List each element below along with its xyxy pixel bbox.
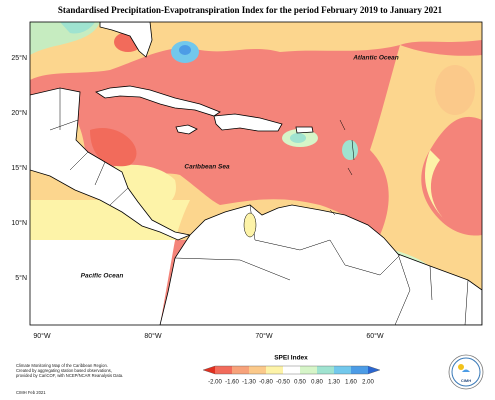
map-path	[203, 366, 215, 374]
lat-tick-label: 15°N	[11, 164, 27, 172]
map-ellipse	[290, 133, 306, 143]
map-area	[30, 22, 482, 325]
atlantic-label: Atlantic Ocean	[352, 55, 399, 62]
lon-tick-label: 70°W	[255, 332, 273, 340]
credit-line: provided by CariCOF, with NCEP/NCAR Rean…	[16, 373, 123, 378]
map-path	[99, 22, 153, 58]
lon-tick-label: 80°W	[144, 332, 162, 340]
pacific-label: Pacific Ocean	[81, 273, 124, 280]
map-path	[175, 124, 198, 135]
map-path	[425, 150, 445, 220]
legend-tick-label: -2.00	[208, 380, 222, 386]
map-circle	[451, 357, 481, 387]
map-rect	[317, 366, 334, 374]
credit-line: Created by aggregating station based obs…	[16, 368, 112, 373]
lat-tick-label: 25°N	[11, 54, 27, 62]
legend-title: SPEI Index	[274, 355, 308, 362]
lon-tick-label: 90°W	[33, 332, 51, 340]
map-path	[174, 204, 469, 325]
map-path	[213, 113, 283, 132]
map-path	[90, 128, 137, 167]
map-rect	[266, 366, 283, 374]
legend-tick-label: 0.50	[294, 380, 306, 386]
legend: SPEI Index -2.00 -1.60 -1.30 -0.80 -0.50…	[202, 355, 381, 386]
legend-tick-label: 0.80	[311, 380, 323, 386]
map-rect	[351, 366, 368, 374]
lat-tick-label: 5°N	[15, 274, 27, 282]
map-rect	[215, 366, 232, 374]
map-path	[462, 369, 470, 372]
legend-tick-label: -0.50	[276, 380, 290, 386]
map-frame	[29, 21, 483, 326]
lon-tick-label: 60°W	[366, 332, 384, 340]
map-ellipse	[243, 212, 257, 238]
map-rect	[334, 366, 351, 374]
logo-text: CIMH	[461, 378, 471, 383]
map-path	[60, 22, 95, 34]
map-rect	[300, 366, 317, 374]
map-rect	[249, 366, 266, 374]
map-path	[295, 126, 314, 134]
credit-line: Climate Monitoring Map of the Caribbean …	[16, 363, 108, 368]
map-path	[30, 87, 192, 241]
map-ellipse	[179, 45, 191, 55]
legend-tick-label: -1.30	[242, 380, 256, 386]
legend-tick-label: 2.00	[362, 380, 374, 386]
credit-date: CIMH Feb 2021	[16, 390, 46, 395]
map-path	[49, 88, 129, 206]
map-path	[368, 366, 380, 374]
map-title: Standardised Precipitation-Evapotranspir…	[58, 5, 443, 15]
legend-tick-label: 1.30	[328, 380, 340, 386]
map-ellipse	[435, 65, 475, 115]
map-path	[159, 204, 482, 325]
map-path	[329, 119, 355, 216]
caribbean-label: Caribbean Sea	[184, 164, 230, 171]
map-path	[202, 365, 381, 375]
map-rect	[232, 366, 249, 374]
lat-tick-label: 10°N	[11, 219, 27, 227]
map-rect	[283, 366, 300, 374]
map-path	[30, 240, 175, 325]
logo: CIMH	[448, 354, 484, 390]
legend-tick-label: -1.60	[225, 380, 239, 386]
lat-tick-label: 20°N	[11, 109, 27, 117]
map-circle	[458, 364, 464, 370]
legend-tick-label: -0.80	[259, 380, 273, 386]
legend-tick-label: 1.60	[345, 380, 357, 386]
map-ellipse	[342, 140, 358, 160]
